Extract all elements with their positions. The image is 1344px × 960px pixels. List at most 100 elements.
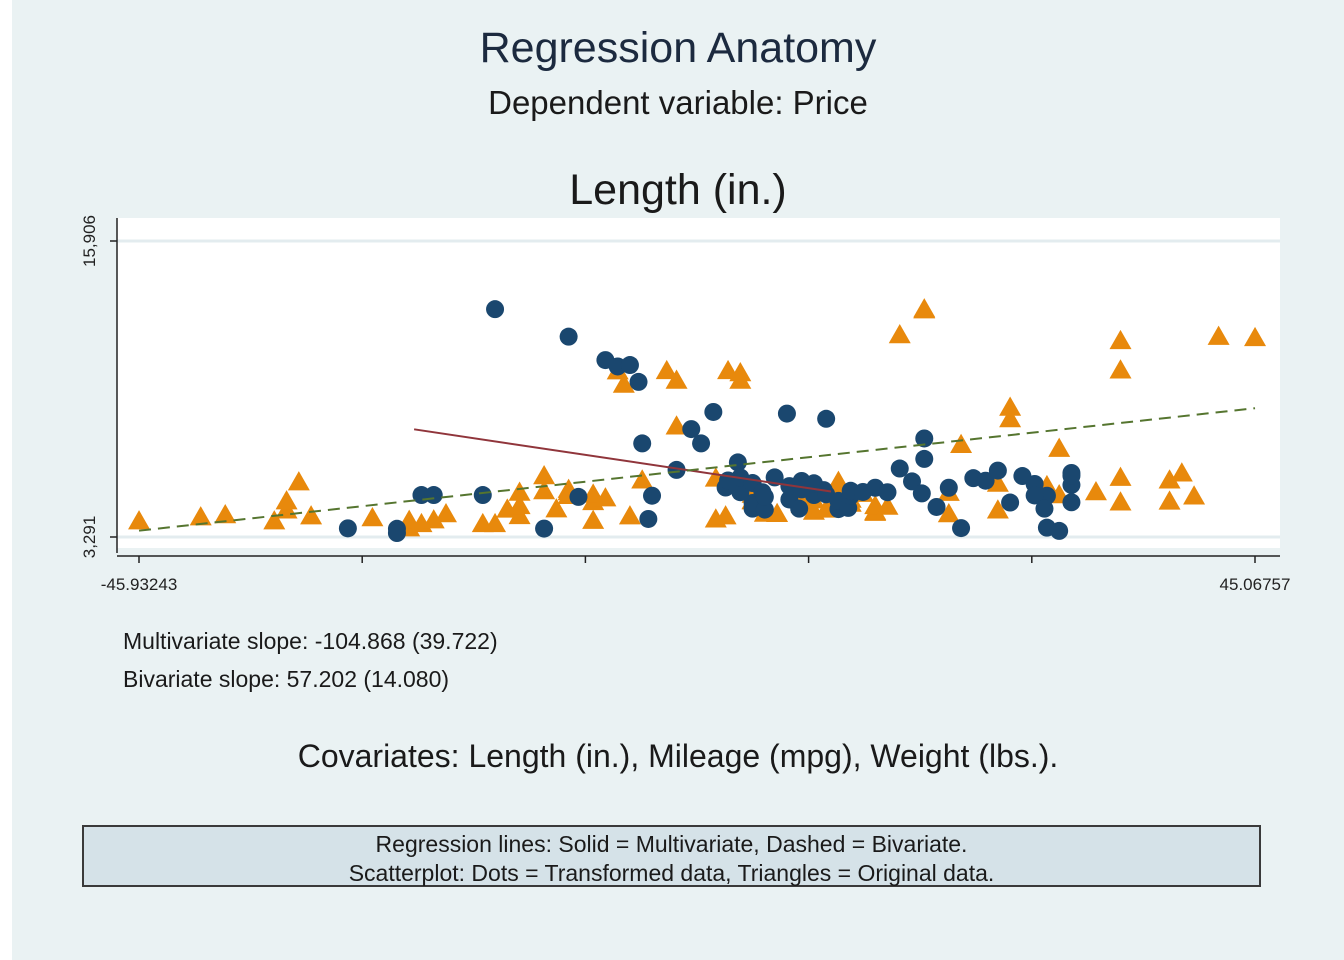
triangle-point	[300, 505, 323, 525]
triangle-point	[655, 359, 678, 380]
triangle-point	[1207, 325, 1230, 345]
dot-point	[915, 449, 934, 468]
triangle-point	[533, 480, 556, 500]
dot-point	[755, 500, 774, 519]
triangle-point	[1109, 359, 1132, 379]
triangle-point	[1158, 469, 1181, 489]
legend-box: Regression lines: Solid = Multivariate, …	[82, 825, 1261, 887]
triangle-point	[876, 495, 899, 515]
chart-background: Regression Anatomy Dependent variable: P…	[12, 0, 1344, 960]
bivariate-regression-line	[138, 407, 1256, 532]
triangle-point	[999, 396, 1022, 416]
dot-point	[915, 429, 934, 448]
dot-point	[903, 472, 922, 491]
dot-point	[620, 356, 639, 375]
dot-point	[790, 499, 809, 518]
dot-point	[817, 409, 836, 428]
triangle-point	[618, 505, 641, 525]
triangle-point	[665, 369, 688, 389]
triangle-point	[665, 415, 688, 435]
triangle-point	[937, 503, 960, 523]
dot-point	[927, 497, 946, 516]
dot-point	[387, 524, 406, 543]
scatter-chart: 3,291 15,906 -45.93243 45.06757	[80, 215, 1291, 594]
multivariate-slope-note: Multivariate slope: -104.868 (39.722)	[123, 628, 498, 654]
triangle-point	[533, 465, 556, 485]
triangle-point	[189, 506, 212, 526]
triangle-point	[1183, 485, 1206, 505]
triangle-point	[545, 498, 568, 518]
triangle-point	[913, 299, 936, 319]
dot-point	[988, 461, 1007, 480]
dot-point	[976, 471, 995, 490]
triangle-point	[582, 509, 605, 529]
triangle-point	[612, 373, 635, 393]
triangle-point	[714, 505, 737, 525]
multivariate-regression-line	[413, 428, 832, 493]
dot-point	[559, 327, 578, 346]
dot-point	[755, 487, 774, 506]
dot-point	[912, 484, 931, 503]
dot-point	[338, 519, 357, 538]
dot-point	[535, 519, 554, 538]
dot-point	[704, 402, 723, 421]
triangle-point	[287, 471, 310, 491]
triangle-point	[729, 369, 752, 389]
plot-area	[117, 218, 1280, 548]
dot-point	[1062, 493, 1081, 512]
triangle-point	[484, 512, 507, 533]
dot-point	[878, 483, 897, 502]
triangle-point	[631, 469, 654, 489]
x-tick-label: 45.06757	[1220, 575, 1291, 594]
triangle-point	[128, 510, 151, 530]
dot-point	[1001, 493, 1020, 512]
triangle-point	[434, 503, 457, 523]
dot-point	[629, 372, 648, 391]
chart-title: Regression Anatomy	[479, 24, 877, 72]
triangle-point	[986, 499, 1009, 519]
y-tick-label: 3,291	[80, 516, 99, 559]
panel-title: Length (in.)	[569, 166, 787, 214]
dot-point	[633, 434, 652, 453]
triangle-point	[361, 507, 384, 527]
triangle-point	[1048, 437, 1071, 457]
dot-point	[1035, 499, 1054, 518]
triangle-point	[1084, 480, 1107, 501]
x-tick-label: -45.93243	[101, 575, 178, 594]
triangle-point	[422, 509, 445, 529]
dot-point	[1037, 518, 1056, 537]
dot-point	[486, 300, 505, 319]
legend-line-lines: Regression lines: Solid = Multivariate, …	[375, 831, 968, 857]
triangle-point	[508, 481, 531, 501]
triangle-point	[275, 490, 298, 510]
dot-point	[777, 404, 796, 423]
covariates-note: Covariates: Length (in.), Mileage (mpg),…	[297, 738, 1059, 774]
triangle-point	[214, 503, 237, 524]
bivariate-slope-note: Bivariate slope: 57.202 (14.080)	[123, 666, 450, 692]
dot-point	[473, 486, 492, 505]
triangle-point	[508, 494, 531, 515]
dot-point	[643, 486, 662, 505]
triangle-point	[1244, 326, 1267, 347]
triangle-point	[1109, 466, 1132, 486]
triangle-point	[1109, 491, 1132, 511]
dot-point	[682, 420, 701, 439]
dot-point	[939, 478, 958, 497]
y-tick-label: 15,906	[80, 215, 99, 267]
triangle-point	[582, 483, 605, 503]
dot-point	[728, 453, 747, 472]
triangle-point	[508, 504, 531, 525]
triangle-point	[986, 472, 1009, 492]
triangle-point	[1109, 329, 1132, 350]
dot-point	[639, 509, 658, 528]
dot-point	[1062, 466, 1081, 485]
triangle-point	[594, 487, 617, 507]
triangle-point	[263, 510, 286, 530]
dot-point	[692, 434, 711, 453]
chart-subtitle: Dependent variable: Price	[488, 84, 868, 121]
triangle-point	[766, 502, 789, 523]
triangle-point	[999, 407, 1022, 428]
dot-point	[667, 460, 686, 479]
dot-point	[424, 486, 443, 505]
triangle-point	[1170, 462, 1193, 482]
